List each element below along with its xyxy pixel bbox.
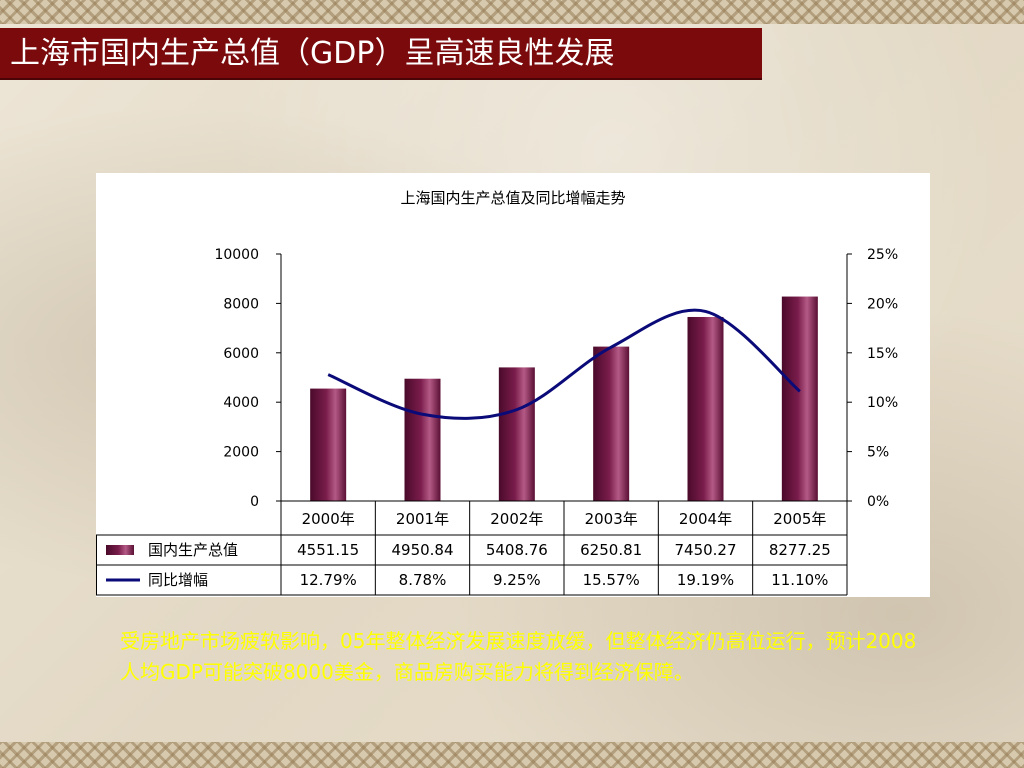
data-label-0-1: 4950.84 bbox=[391, 541, 453, 559]
legend-label-0: 国内生产总值 bbox=[148, 541, 238, 559]
bar-series bbox=[310, 296, 818, 501]
right-tick-label-0: 0% bbox=[867, 494, 889, 510]
data-label-1-3: 15.57% bbox=[583, 571, 640, 589]
bar-1 bbox=[404, 378, 441, 501]
bar-4 bbox=[687, 316, 724, 501]
left-tick-label-3: 6000 bbox=[223, 346, 259, 362]
right-tick-label-1: 5% bbox=[867, 445, 889, 461]
data-label-1-2: 9.25% bbox=[493, 571, 541, 589]
data-label-1-5: 11.10% bbox=[771, 571, 828, 589]
bottom-decorative-border bbox=[0, 742, 1024, 768]
legend-label-1: 同比增幅 bbox=[148, 571, 208, 589]
left-tick-label-1: 2000 bbox=[223, 445, 259, 461]
data-label-0-4: 7450.27 bbox=[674, 541, 736, 559]
data-label-0-0: 4551.15 bbox=[297, 541, 359, 559]
bar-0 bbox=[310, 388, 347, 501]
data-label-1-4: 19.19% bbox=[677, 571, 734, 589]
data-label-0-5: 8277.25 bbox=[769, 541, 831, 559]
category-label-1: 2001年 bbox=[396, 510, 449, 528]
chart-panel: 上海国内生产总值及同比增幅走势 0 2000 4000 6000 8000 10000 0%… bbox=[96, 173, 930, 597]
data-label-1-0: 12.79% bbox=[300, 571, 357, 589]
category-label-2: 2002年 bbox=[490, 510, 543, 528]
data-label-0-2: 5408.76 bbox=[486, 541, 548, 559]
growth-line bbox=[327, 308, 801, 420]
right-tick-label-5: 25% bbox=[867, 247, 898, 263]
bar-2 bbox=[498, 367, 535, 501]
gdp-chart: 上海国内生产总值及同比增幅走势 0 2000 4000 6000 8000 10000 0%… bbox=[96, 189, 898, 596]
line-series bbox=[327, 308, 801, 420]
bar-3 bbox=[593, 346, 630, 501]
bar-5 bbox=[781, 296, 818, 501]
right-tick-label-4: 20% bbox=[867, 296, 898, 312]
category-label-0: 2000年 bbox=[302, 510, 355, 528]
category-label-5: 2005年 bbox=[773, 510, 826, 528]
legend-swatch-bar bbox=[106, 545, 134, 555]
slide-caption: 受房地产市场疲软影响，05年整体经济发展速度放缓，但整体经济仍高位运行，预计20… bbox=[120, 629, 917, 684]
chart-title: 上海国内生产总值及同比增幅走势 bbox=[400, 189, 625, 207]
left-tick-label-4: 8000 bbox=[223, 296, 259, 312]
category-label-4: 2004年 bbox=[679, 510, 732, 528]
data-label-1-1: 8.78% bbox=[399, 571, 447, 589]
right-tick-label-2: 10% bbox=[867, 395, 898, 411]
left-tick-label-2: 4000 bbox=[223, 395, 259, 411]
title-bar: 上海市国内生产总值（GDP）呈高速良性发展 bbox=[0, 28, 762, 80]
axes: 0 2000 4000 6000 8000 10000 0% 5% 10% 15% 20% 25% bbox=[214, 247, 898, 510]
top-decorative-border bbox=[0, 0, 1024, 24]
left-tick-label-5: 10000 bbox=[214, 247, 259, 263]
category-label-3: 2003年 bbox=[585, 510, 638, 528]
data-label-0-3: 6250.81 bbox=[580, 541, 642, 559]
left-tick-label-0: 0 bbox=[250, 494, 259, 510]
slide-title: 上海市国内生产总值（GDP）呈高速良性发展 bbox=[10, 36, 615, 71]
right-tick-label-3: 15% bbox=[867, 346, 898, 362]
